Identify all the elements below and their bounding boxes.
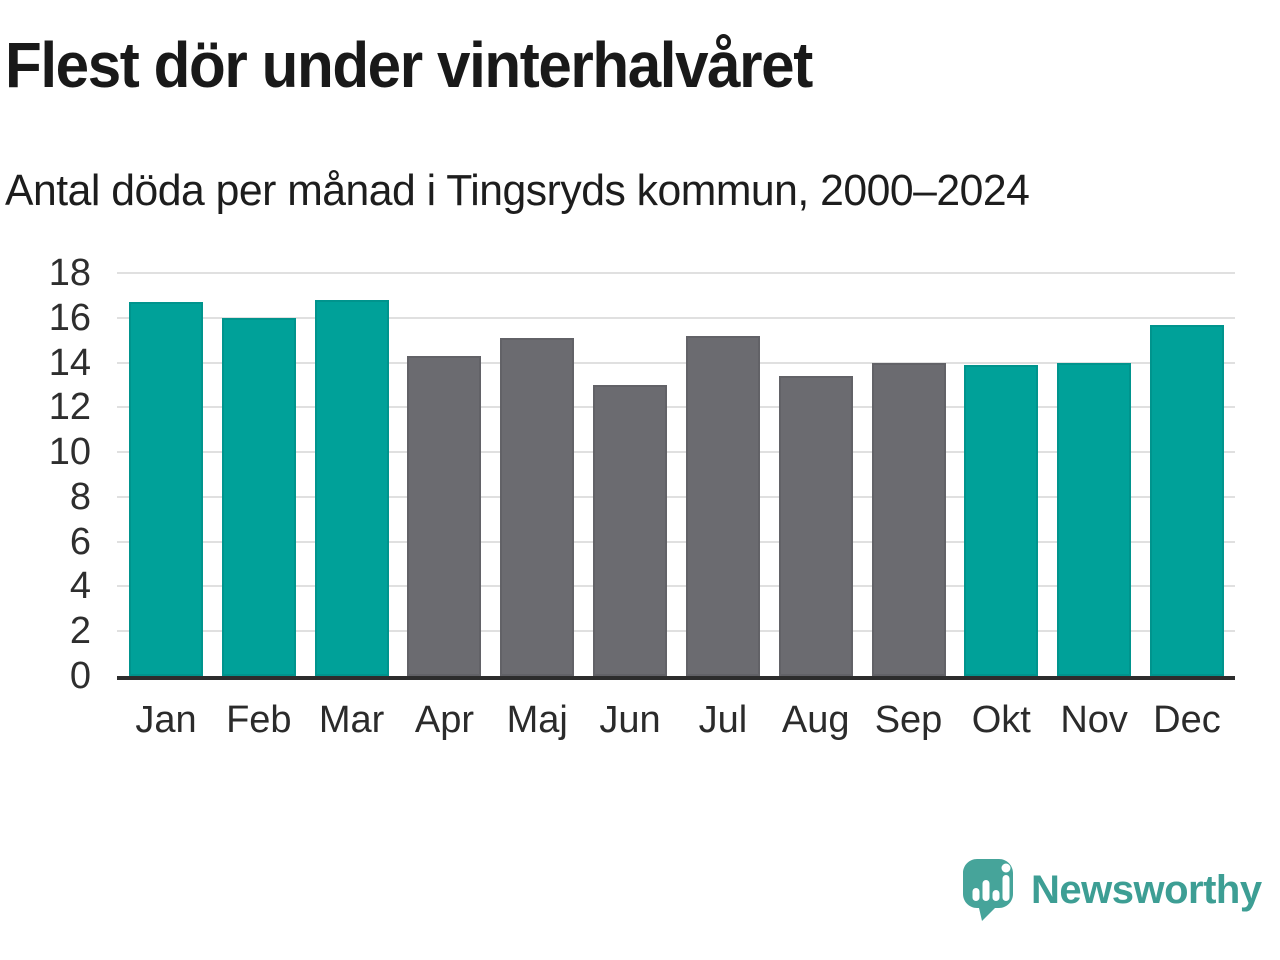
y-tick-label-2: 2 — [69, 610, 91, 653]
x-tick-label-apr: Apr — [414, 699, 474, 741]
y-tick-label-10: 10 — [48, 431, 91, 474]
x-tick-label-nov: Nov — [1060, 699, 1128, 741]
y-tick-label-14: 14 — [48, 341, 91, 384]
bar-maj — [500, 337, 575, 676]
x-tick-label-sep: Sep — [874, 699, 943, 741]
bar-feb — [221, 317, 296, 676]
bar-okt — [964, 364, 1039, 676]
logo-exclamation-stroke — [1002, 875, 1010, 901]
newsworthy-brand: Newsworthy — [962, 858, 1262, 922]
gridlines-layer — [117, 272, 1235, 676]
y-tick-label-16: 16 — [48, 296, 91, 339]
gridline-10 — [117, 451, 1235, 454]
logo-mini-bars-and-exclamation — [972, 863, 1011, 901]
bar-jun — [593, 384, 668, 676]
y-tick-label-12: 12 — [48, 386, 91, 429]
x-tick-label-aug: Aug — [781, 699, 850, 741]
y-tick-label-6: 6 — [69, 520, 91, 563]
newsworthy-logo-icon — [963, 859, 1013, 921]
logo-bar-3 — [992, 890, 1000, 901]
x-tick-label-dec: Dec — [1153, 699, 1221, 741]
plot-area: 0 2 4 6 8 10 12 14 16 18 — [49, 254, 1235, 695]
gridline-6 — [117, 540, 1235, 543]
chart-subtitle: Antal döda per månad i Tingsryds kommun,… — [5, 166, 1030, 215]
gridline-18 — [117, 272, 1235, 274]
gridline-16 — [117, 316, 1235, 319]
gridline-12 — [117, 406, 1235, 409]
y-axis-tick-labels: 0 2 4 6 8 10 12 14 16 18 — [49, 254, 1235, 695]
chart-title: Flest dör under vinterhalvåret — [5, 29, 813, 101]
x-tick-label-mar: Mar — [318, 699, 385, 741]
logo-exclamation-dot — [1001, 863, 1011, 873]
gridline-8 — [117, 495, 1235, 498]
x-tick-label-jun: Jun — [599, 699, 661, 741]
bar-jan — [129, 302, 203, 676]
bar-apr — [407, 355, 482, 676]
gridline-4 — [117, 585, 1235, 588]
x-tick-label-okt: Okt — [971, 699, 1031, 741]
bar-dec — [1149, 324, 1224, 676]
bar-mar — [314, 299, 389, 676]
y-tick-label-18: 18 — [48, 252, 91, 294]
x-axis-labels: Jan Feb Mar Apr Maj Jun Jul Aug Sep Okt Nov Dec — [117, 698, 1235, 744]
x-tick-label-jan: Jan — [135, 699, 197, 741]
gridline-2 — [117, 630, 1235, 633]
y-tick-label-0: 0 — [69, 655, 91, 697]
newsworthy-brand-name: Newsworthy — [1031, 868, 1262, 912]
x-tick-label-maj: Maj — [506, 699, 568, 741]
bar-nov — [1057, 362, 1132, 676]
bar-aug — [778, 376, 853, 676]
logo-bar-1 — [972, 888, 980, 901]
y-tick-label-4: 4 — [69, 565, 91, 608]
bar-jul — [685, 335, 760, 676]
x-tick-label-feb: Feb — [226, 699, 292, 741]
bars-layer — [117, 273, 1235, 676]
bar-sep — [871, 362, 946, 676]
y-tick-label-8: 8 — [69, 475, 91, 518]
x-tick-label-jul: Jul — [698, 699, 748, 741]
gridline-14 — [117, 361, 1235, 364]
logo-bar-2 — [982, 880, 990, 901]
